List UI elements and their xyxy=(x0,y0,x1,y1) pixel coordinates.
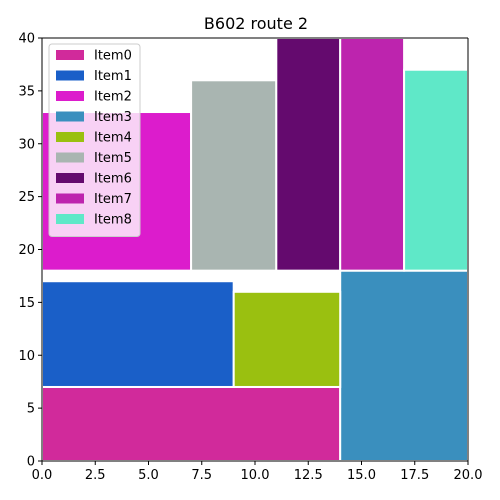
x-tick-label-3: 7.5 xyxy=(191,468,212,483)
y-tick-label-7: 35 xyxy=(18,84,35,99)
x-tick-label-0: 0.0 xyxy=(32,468,53,483)
legend-swatch-6 xyxy=(56,173,84,183)
legend-swatch-3 xyxy=(56,111,84,122)
x-tick-label-2: 5.0 xyxy=(138,468,159,483)
legend-label-4: Item4 xyxy=(94,131,132,146)
x-tick-label-6: 15.0 xyxy=(347,468,376,483)
rect-item-7 xyxy=(339,37,406,272)
legend-label-7: Item7 xyxy=(94,192,132,207)
x-tick-label-7: 17.5 xyxy=(400,468,429,483)
legend-label-5: Item5 xyxy=(94,151,132,166)
y-tick-label-6: 30 xyxy=(18,137,35,152)
y-tick-label-0: 0 xyxy=(27,455,35,470)
chart-title: B602 route 2 xyxy=(204,14,308,33)
x-tick-label-5: 12.5 xyxy=(294,468,323,483)
legend-label-3: Item3 xyxy=(94,110,132,125)
legend-label-0: Item0 xyxy=(94,49,132,64)
legend-label-6: Item6 xyxy=(94,172,132,187)
legend-label-1: Item1 xyxy=(94,69,132,84)
axes-group: 0.0 2.5 5.0 7.5 10.0 12.5 15.0 17.5 20.0 0 5 10 15 20… xyxy=(18,32,482,484)
rect-item-8 xyxy=(403,68,470,272)
legend-label-8: Item8 xyxy=(94,213,132,228)
y-tick-label-3: 15 xyxy=(18,296,35,311)
rect-item-5 xyxy=(190,79,278,272)
legend-swatch-4 xyxy=(56,132,84,142)
x-tick-label-1: 2.5 xyxy=(85,468,106,483)
legend-swatch-5 xyxy=(56,152,84,163)
rect-item-0 xyxy=(41,385,342,463)
rect-item-3 xyxy=(339,269,470,462)
y-tick-label-8: 40 xyxy=(18,32,35,47)
x-tick-label-8: 20.0 xyxy=(454,468,483,483)
y-tick-label-2: 10 xyxy=(18,349,35,364)
y-tick-label-5: 25 xyxy=(18,190,35,205)
x-tick-label-4: 10.0 xyxy=(241,468,270,483)
y-tick-label-4: 20 xyxy=(18,243,35,258)
legend-swatch-0 xyxy=(56,50,84,60)
legend-label-2: Item2 xyxy=(94,90,132,105)
legend-swatch-2 xyxy=(56,91,84,101)
rect-item-1 xyxy=(41,280,235,388)
legend-swatch-7 xyxy=(56,193,84,204)
y-tick-label-1: 5 xyxy=(27,402,35,417)
rect-item-4 xyxy=(232,290,342,388)
legend-swatch-1 xyxy=(56,70,84,81)
rect-item-6 xyxy=(275,37,342,272)
legend: Item0 Item1 Item2 Item3 Item4 Item5 Item6 Item7… xyxy=(48,43,141,237)
legend-swatch-8 xyxy=(56,214,84,224)
